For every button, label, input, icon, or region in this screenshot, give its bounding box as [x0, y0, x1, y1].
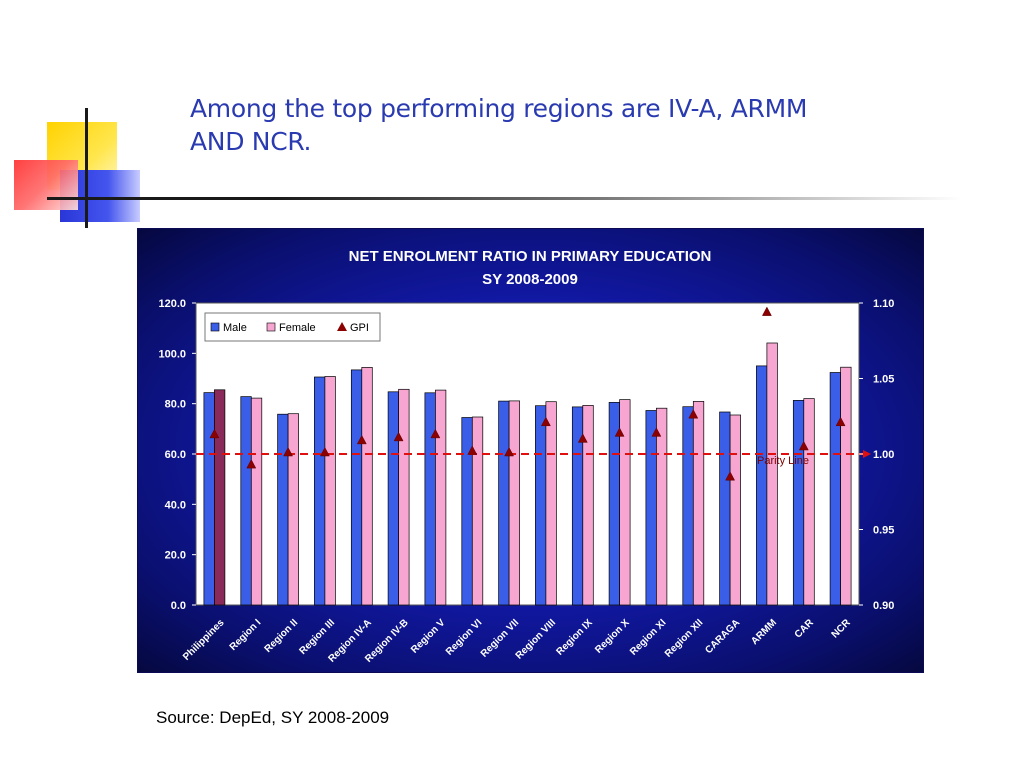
slide-title: Among the top performing regions are IV-…	[190, 92, 890, 158]
right-tick-label: 1.00	[873, 449, 894, 461]
gpi-marker	[209, 428, 220, 439]
bar-female	[361, 367, 373, 606]
chart-subtitle: SY 2008-2009	[482, 271, 578, 288]
deco-red-square	[14, 160, 78, 210]
gpi-marker	[356, 434, 367, 445]
bar-male	[277, 413, 289, 606]
bar-female	[435, 389, 447, 606]
bar-female	[287, 413, 299, 606]
gpi-marker	[467, 445, 478, 455]
bar-female	[582, 405, 594, 606]
gpi-marker	[540, 416, 551, 427]
bar-male	[498, 400, 510, 606]
right-tick-label: 0.95	[873, 525, 894, 537]
right-tick-label: 0.90	[873, 600, 894, 612]
gpi-marker	[614, 427, 625, 437]
bar-male	[682, 406, 694, 606]
gpi-marker	[577, 433, 588, 443]
bar-male	[792, 400, 805, 606]
category-label: Region VIII	[514, 617, 558, 661]
legend-box	[204, 312, 381, 342]
gpi-marker	[504, 446, 515, 457]
bar-female	[840, 366, 852, 606]
bar-female	[656, 407, 668, 606]
bar-female	[471, 416, 484, 606]
bars-layer	[203, 342, 852, 606]
right-tick-label: 1.10	[873, 298, 894, 310]
left-tick-label: 100.0	[158, 348, 186, 360]
bar-male	[387, 391, 399, 606]
left-tick-label: 0.0	[171, 600, 186, 612]
gpi-marker	[246, 459, 257, 469]
gpi-marker	[725, 471, 736, 481]
bar-male	[829, 372, 841, 606]
category-label: Region V	[409, 617, 448, 656]
bar-male	[719, 411, 731, 606]
chart: NET ENROLMENT RATIO IN PRIMARY EDUCATION…	[158, 248, 894, 665]
gpi-marker	[835, 416, 846, 427]
gpi-markers-layer: Parity Line	[196, 306, 871, 481]
legend-gpi-marker	[337, 322, 347, 331]
legend-male-label: Male	[223, 322, 247, 334]
category-label: Region IX	[554, 617, 595, 658]
category-label: NCR	[830, 617, 854, 641]
chart-title: NET ENROLMENT RATIO IN PRIMARY EDUCATION	[349, 248, 712, 265]
legend-male-swatch	[210, 322, 220, 332]
left-tick-label: 20.0	[165, 550, 186, 562]
bar-male	[314, 376, 326, 606]
legend-female-swatch	[266, 322, 276, 332]
left-tick-label: 120.0	[158, 298, 186, 310]
gpi-marker	[430, 428, 441, 439]
gpi-marker	[761, 306, 772, 316]
bar-female	[545, 401, 557, 606]
legend-female-label: Female	[279, 322, 316, 334]
bar-female	[508, 400, 520, 606]
bar-male	[240, 396, 252, 606]
category-label: Region XII	[663, 617, 706, 660]
category-label: CARAGA	[703, 617, 742, 656]
legend: Male Female GPI	[204, 312, 381, 342]
gpi-marker	[393, 431, 404, 442]
bar-male	[461, 417, 473, 606]
bar-female	[766, 342, 778, 606]
parity-line-arrowhead	[863, 450, 871, 458]
bar-female	[803, 398, 815, 606]
category-label: Region II	[263, 617, 301, 655]
parity-line-label: Parity Line	[757, 455, 809, 467]
gpi-marker	[283, 446, 294, 457]
category-label: CAR	[793, 617, 817, 641]
slide-title-line-2: AND NCR.	[190, 127, 312, 156]
deco-horizontal-line	[47, 197, 962, 200]
legend-gpi-label: GPI	[350, 322, 369, 334]
gpi-marker	[688, 409, 699, 419]
category-label: ARMM	[749, 617, 779, 647]
bar-female	[619, 399, 631, 606]
bar-female	[250, 397, 263, 606]
gpi-marker	[319, 446, 330, 457]
source-note: Source: DepEd, SY 2008-2009	[156, 708, 390, 727]
right-tick-label: 1.05	[873, 374, 894, 386]
bar-male	[756, 365, 768, 606]
left-tick-label: 40.0	[165, 499, 186, 511]
deco-vertical-line	[85, 108, 88, 228]
gpi-marker	[798, 440, 809, 451]
bar-female	[398, 388, 410, 606]
bar-male	[424, 392, 436, 606]
left-tick-label: 60.0	[165, 449, 186, 461]
bar-female	[729, 414, 741, 606]
bar-female	[214, 389, 226, 606]
slide-title-line-1: Among the top performing regions are IV-…	[190, 94, 808, 123]
category-label: Philippines	[181, 617, 227, 663]
gpi-marker	[651, 427, 662, 437]
category-label: Region I	[228, 617, 264, 653]
chart-frame: NET ENROLMENT RATIO IN PRIMARY EDUCATION…	[137, 228, 924, 673]
bar-female	[324, 376, 336, 606]
bar-male	[535, 405, 547, 606]
left-tick-label: 80.0	[165, 399, 186, 411]
bar-male	[350, 369, 363, 606]
bar-male	[645, 410, 657, 606]
bar-male	[203, 392, 215, 606]
category-label: Region X	[593, 617, 632, 656]
bar-female	[692, 401, 705, 606]
